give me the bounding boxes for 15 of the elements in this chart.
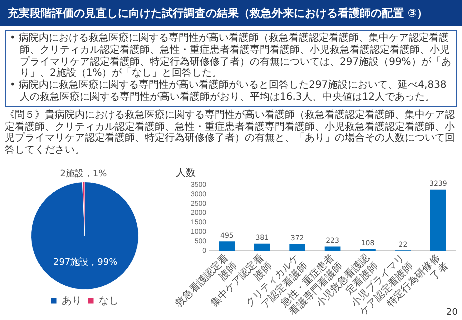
y-axis-title: 人数 xyxy=(176,167,197,179)
bar xyxy=(324,246,341,251)
bar xyxy=(219,242,236,251)
bar xyxy=(254,244,270,251)
text: • 病院内における救急医療に関する専門性が高い看護師（救急看護認定看護師、集中ケア認定看護師、クリティカル認定看護師、急性・重症患者看護専門看護師、小児救急看護認定看護師、小児プライマリケア認定看護師、特定行為研修修了者）の有無については、297施設（99%）が「あり」、2施設（1%）が「なし」と回答した。 xyxy=(10,33,452,80)
text: 《問５》貴病院内における救急医療に関する専門性が高い看護師（救急看護認定看護師、集中ケア認定看護師、クリティカル認定看護師、急性・重症患者看護専門看護師、小児救急看護認定看護師、小児プライマリケア認定看護師、特定行為研修修了者）の有無と、「あり」の場合その人数について回答してください。 xyxy=(5,110,456,157)
data-label: 2施設，1% xyxy=(60,168,108,180)
legend-label: あり xyxy=(62,296,82,307)
bar xyxy=(430,190,446,251)
data-label: 297施設，99% xyxy=(53,257,118,268)
text: 充実段階評価の見直しに向けた試行調査の結果（救急外来における看護師の配置 ③） xyxy=(0,0,462,26)
text: • 病院内に救急医療に関する専門性が高い看護師がいると回答した297施設において、延べ4,838人の救急医療に関する専門性が高い看護師がおり、平均は16.3人、中央値は12人であった。 xyxy=(10,80,448,104)
text: 20 xyxy=(446,308,458,318)
legend-label: なし xyxy=(99,296,119,307)
bar xyxy=(290,244,306,251)
